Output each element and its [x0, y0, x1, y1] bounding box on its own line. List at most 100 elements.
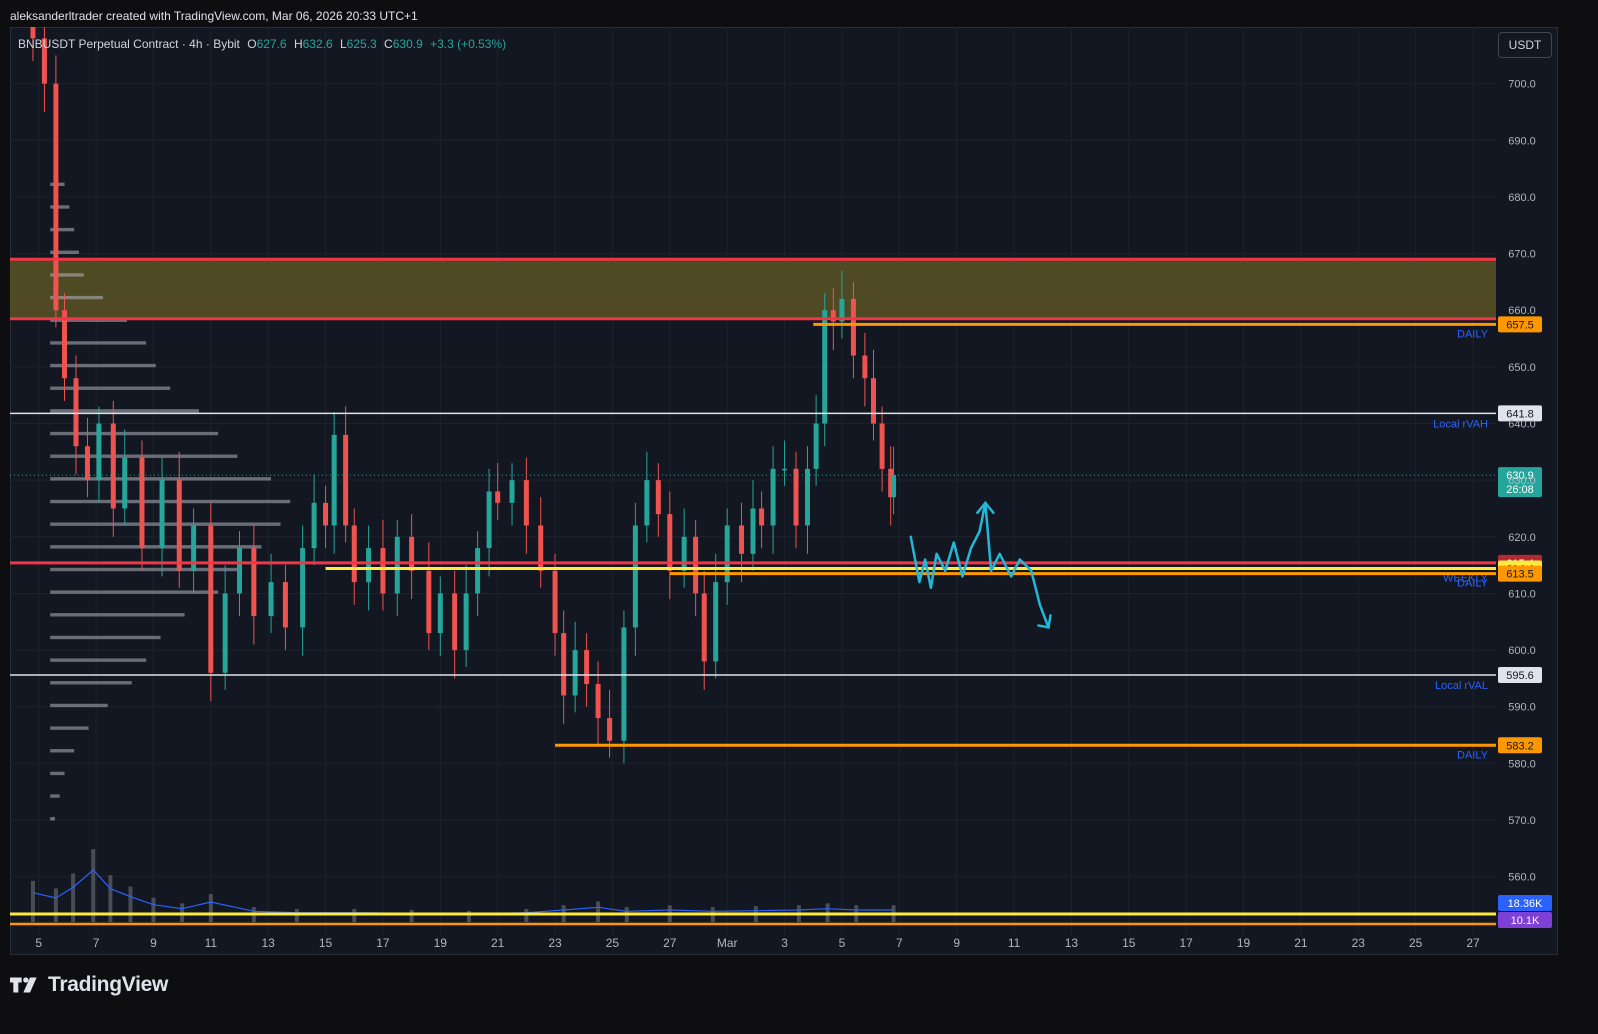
y-axis-tick-label: 580.0	[1508, 758, 1536, 770]
x-axis-tick-label: 17	[1179, 936, 1193, 950]
y-axis-tick-label: 690.0	[1508, 135, 1536, 147]
candle-body	[839, 298, 845, 322]
candle-body	[739, 525, 745, 554]
volume-profile-bar	[50, 726, 89, 730]
level-note: WEEKLY	[1443, 573, 1489, 585]
volume-profile-bar	[50, 250, 79, 254]
volume-bar	[128, 886, 133, 922]
close-value: 630.9	[392, 37, 423, 51]
x-axis-tick-label: 19	[1237, 936, 1251, 950]
volume-bar	[596, 901, 601, 922]
level-price-text: 657.5	[1506, 319, 1534, 331]
projection-drawing	[909, 501, 1050, 629]
x-axis-tick-label: 5	[35, 936, 42, 950]
candle-body	[62, 310, 68, 379]
volume-bar	[208, 894, 213, 922]
volume-profile-bar	[50, 567, 243, 572]
candle-body	[813, 423, 819, 469]
y-axis-tick-label: 600.0	[1508, 645, 1536, 657]
x-axis-tick-label: Mar	[717, 936, 738, 950]
y-axis-tick-label: 660.0	[1508, 305, 1536, 317]
level-price-text: 641.8	[1506, 408, 1534, 420]
candle-body	[380, 548, 386, 594]
volume-profile-bar	[50, 409, 199, 413]
candle-body	[561, 633, 567, 696]
open-label: O	[247, 37, 257, 51]
volume-profile-bar	[50, 817, 55, 821]
candle-body	[41, 38, 47, 84]
y-axis-tick-label: 610.0	[1508, 588, 1536, 600]
tradingview-logo-icon	[10, 977, 37, 993]
volume-profile-bar	[50, 658, 147, 662]
candle-body	[693, 536, 699, 594]
candle-body	[208, 525, 214, 673]
volume-bar	[53, 888, 58, 922]
candle-body	[176, 480, 182, 571]
volume-profile-bar	[50, 499, 291, 504]
x-axis-tick-label: 7	[896, 936, 903, 950]
candle-body	[632, 525, 638, 628]
candle-body	[268, 582, 274, 617]
candle-body	[621, 627, 627, 741]
candle-body	[236, 548, 242, 594]
x-axis-tick-label: 7	[93, 936, 100, 950]
level-price-tag	[1498, 316, 1542, 333]
candle-body	[607, 718, 613, 741]
volume-bar	[466, 910, 471, 922]
candle-body	[724, 525, 730, 583]
symbol-title[interactable]: BNBUSDT Perpetual Contract · 4h · Bybit	[18, 37, 240, 51]
tradingview-logo-text: TradingView	[48, 973, 169, 996]
current-price-tag	[1498, 467, 1542, 498]
tradingview-logo[interactable]: TradingView	[10, 973, 168, 997]
candle-body	[870, 378, 876, 424]
volume-ma-tag-text: 10.1K	[1511, 915, 1540, 927]
candle-body	[282, 582, 288, 628]
volume-bar	[91, 849, 96, 922]
volume-profile-bar	[50, 613, 185, 617]
bar-countdown-text: 26:08	[1506, 484, 1534, 496]
x-axis-tick-label: 15	[319, 936, 333, 950]
candle-body	[891, 475, 897, 498]
x-axis-tick-label: 27	[1466, 936, 1480, 950]
volume-profile-bar	[50, 635, 161, 640]
volume-profile-bar	[50, 771, 65, 776]
volume-profile-bar	[50, 227, 75, 232]
level-note: Local rVAL	[1435, 680, 1488, 692]
candle-body	[782, 468, 788, 471]
candle-body	[84, 446, 90, 481]
volume-profile-bar	[50, 545, 262, 549]
y-axis-tick-label: 630.0	[1508, 475, 1536, 487]
close-label: C	[384, 37, 393, 51]
volume-profile-bar	[50, 273, 84, 277]
projection-up-arrow	[976, 500, 995, 515]
y-axis-tick-label: 560.0	[1508, 872, 1536, 884]
currency-button[interactable]: USDT	[1498, 32, 1552, 58]
x-axis-tick-label: 27	[663, 936, 677, 950]
candle-body	[509, 480, 515, 503]
level-price-text: 583.2	[1506, 740, 1534, 752]
y-axis-tick-label: 590.0	[1508, 702, 1536, 714]
ohlc-legend: BNBUSDT Perpetual Contract · 4h · Bybit …	[18, 37, 506, 51]
candle-body	[452, 593, 458, 651]
candle-body	[437, 593, 443, 634]
candle-body	[701, 593, 707, 662]
candle-body	[793, 468, 799, 526]
candle-body	[830, 310, 836, 322]
volume-profile-bar	[50, 590, 219, 594]
y-axis-tick-label: 570.0	[1508, 815, 1536, 827]
level-price-tag	[1498, 737, 1542, 754]
volume-bar	[151, 897, 156, 922]
candle-body	[53, 83, 59, 311]
candle-body	[159, 480, 165, 549]
candle-body	[850, 298, 856, 356]
candle-body	[595, 684, 601, 719]
x-axis-tick-label: 15	[1122, 936, 1136, 950]
candle-body	[667, 514, 673, 571]
volume-profile-bar	[50, 794, 60, 798]
candle-body	[409, 536, 415, 571]
candle-body	[323, 502, 329, 526]
open-value: 627.6	[256, 37, 287, 51]
candle-body	[584, 650, 590, 685]
x-axis-tick-label: 11	[1008, 936, 1021, 950]
